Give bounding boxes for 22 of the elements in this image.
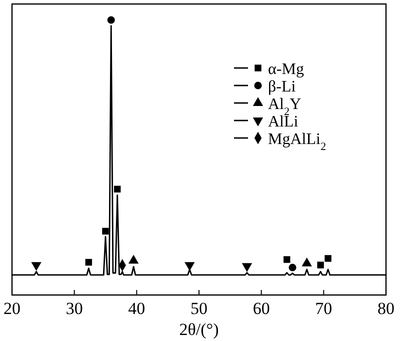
point (85, 258, 92, 266)
point (284, 256, 290, 263)
legend-label: MgAlLi$_{2}$ (268, 131, 326, 153)
legend-label: α-Mg (268, 61, 304, 78)
x-tick-label: 20 (4, 299, 20, 318)
x-tick-label: 60 (252, 299, 270, 318)
point (288, 264, 296, 272)
x-tick-label: 70 (315, 299, 332, 318)
x-tick-label: 40 (128, 299, 146, 318)
legend-label: β-Li (268, 78, 296, 96)
point (114, 186, 121, 192)
x-tick-label: 30 (66, 299, 83, 318)
x-tick-label: 80 (378, 299, 394, 318)
point (324, 255, 332, 262)
x-tick-label: 50 (190, 299, 208, 318)
point (242, 263, 252, 272)
point (184, 262, 195, 271)
point (107, 16, 115, 24)
point (317, 262, 324, 268)
point (31, 262, 42, 271)
x-axis-title: 2θ/(°) (179, 320, 219, 339)
point (102, 228, 109, 235)
